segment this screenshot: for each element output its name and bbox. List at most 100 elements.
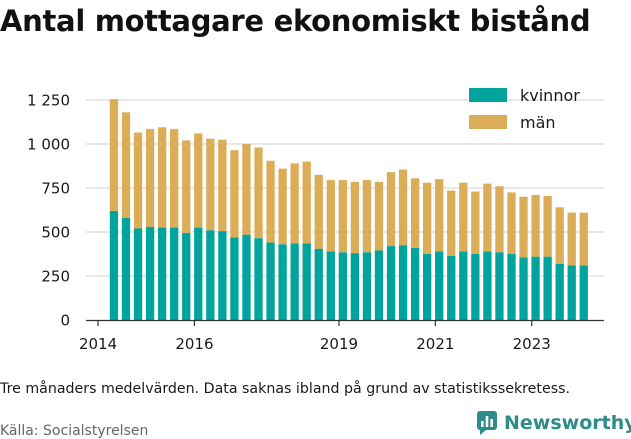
bar-kvinnor xyxy=(133,228,143,320)
bar-kvinnor xyxy=(507,254,516,320)
bar-kvinnor xyxy=(242,234,251,320)
bar-man xyxy=(531,195,540,257)
bar-kvinnor xyxy=(218,231,227,320)
x-tick-label: 2016 xyxy=(175,335,213,353)
bar-man xyxy=(194,133,203,228)
legend-label: kvinnor xyxy=(520,86,580,105)
bar-man xyxy=(242,144,251,235)
footnote: Tre månaders medelvärden. Data saknas ib… xyxy=(0,381,570,397)
bar-kvinnor xyxy=(206,230,215,320)
chart-area: 0 250 500 750 1 000 1 250 2014 2016 2019 2021 202… xyxy=(27,86,604,353)
legend: kvinnor män xyxy=(469,86,580,132)
bar-kvinnor xyxy=(555,263,564,320)
bar-kvinnor xyxy=(338,252,347,320)
bar-kvinnor xyxy=(109,210,119,320)
bar-kvinnor xyxy=(182,232,191,320)
bar-man xyxy=(145,129,155,227)
bar-man xyxy=(507,192,516,254)
bar-man xyxy=(338,180,347,253)
bar-man xyxy=(567,212,576,266)
bar-man xyxy=(170,129,179,228)
bar-man xyxy=(182,140,191,233)
bar-kvinnor xyxy=(302,243,311,320)
bar-man xyxy=(435,179,444,252)
newsworthy-logo-icon xyxy=(477,411,497,435)
bar-man xyxy=(230,150,239,238)
bar-man xyxy=(495,186,504,253)
bar-kvinnor xyxy=(543,256,552,320)
brand-name: Newsworthy xyxy=(504,412,631,434)
bar-kvinnor xyxy=(410,247,420,320)
bar-kvinnor xyxy=(531,256,540,320)
bar-man xyxy=(206,138,215,231)
y-tick-label: 0 xyxy=(60,312,70,330)
bar-man xyxy=(398,169,408,246)
bar-kvinnor xyxy=(447,255,456,320)
bar-man xyxy=(133,132,143,229)
bar-man xyxy=(471,191,480,254)
bar-man xyxy=(121,112,131,218)
y-tick-label: 1 000 xyxy=(27,136,70,154)
x-tick-label: 2019 xyxy=(320,335,358,353)
bar-kvinnor xyxy=(374,250,384,320)
bar-man xyxy=(579,212,588,266)
bar-man xyxy=(374,181,384,251)
bar-man xyxy=(254,147,263,239)
x-tick-label: 2014 xyxy=(79,335,117,353)
bar-man xyxy=(109,99,119,211)
bar-man xyxy=(350,181,360,254)
bar-kvinnor xyxy=(266,242,275,320)
y-tick-label: 750 xyxy=(41,180,70,198)
bar-kvinnor xyxy=(567,265,576,320)
bar-man xyxy=(157,127,167,228)
bar-kvinnor xyxy=(326,251,335,320)
bar-man xyxy=(362,180,372,253)
bar-kvinnor xyxy=(254,238,263,320)
bar-kvinnor xyxy=(579,265,588,320)
bar-kvinnor xyxy=(145,226,155,320)
bar-man xyxy=(386,172,396,247)
bar-kvinnor xyxy=(483,251,492,320)
chart-title: Antal mottagare ekonomiskt bistånd xyxy=(0,4,591,38)
bar-kvinnor xyxy=(471,254,480,320)
bar-kvinnor xyxy=(278,244,287,320)
y-tick-label: 500 xyxy=(41,224,70,242)
x-tick-label: 2021 xyxy=(416,335,454,353)
y-tick-label: 250 xyxy=(41,268,70,286)
bar-kvinnor xyxy=(194,227,203,320)
bar-man xyxy=(410,178,420,248)
bar-man xyxy=(447,190,456,256)
bar-kvinnor xyxy=(362,252,372,320)
legend-label: män xyxy=(520,113,556,132)
bar-man xyxy=(278,168,287,245)
bar-kvinnor xyxy=(157,227,167,320)
bar-kvinnor xyxy=(495,252,504,320)
bar-kvinnor xyxy=(121,217,131,320)
bar-man xyxy=(423,182,432,254)
bar-kvinnor xyxy=(350,253,360,320)
y-tick-label: 1 250 xyxy=(27,92,70,110)
bar-kvinnor xyxy=(290,243,299,320)
bar-man xyxy=(519,196,528,258)
bar-man xyxy=(266,160,275,243)
newsworthy-logo[interactable]: Newsworthy xyxy=(476,408,631,438)
legend-swatch xyxy=(469,115,507,129)
bar-kvinnor xyxy=(170,227,179,320)
bar-man xyxy=(290,163,299,244)
bar-kvinnor xyxy=(314,248,323,320)
bar-man xyxy=(555,207,564,264)
bar-kvinnor xyxy=(459,251,468,320)
bar-kvinnor xyxy=(398,245,408,320)
bar-man xyxy=(218,139,227,232)
bar-kvinnor xyxy=(386,246,396,320)
bar-kvinnor xyxy=(435,251,444,320)
bar-man xyxy=(314,174,323,249)
bar-kvinnor xyxy=(230,237,239,320)
x-axis: 2014 2016 2019 2021 2023 xyxy=(79,319,604,353)
bar-kvinnor xyxy=(423,254,432,320)
legend-swatch xyxy=(469,88,507,102)
bar-man xyxy=(483,183,492,252)
bars xyxy=(109,99,588,320)
bar-man xyxy=(302,161,311,244)
bar-man xyxy=(543,195,552,257)
